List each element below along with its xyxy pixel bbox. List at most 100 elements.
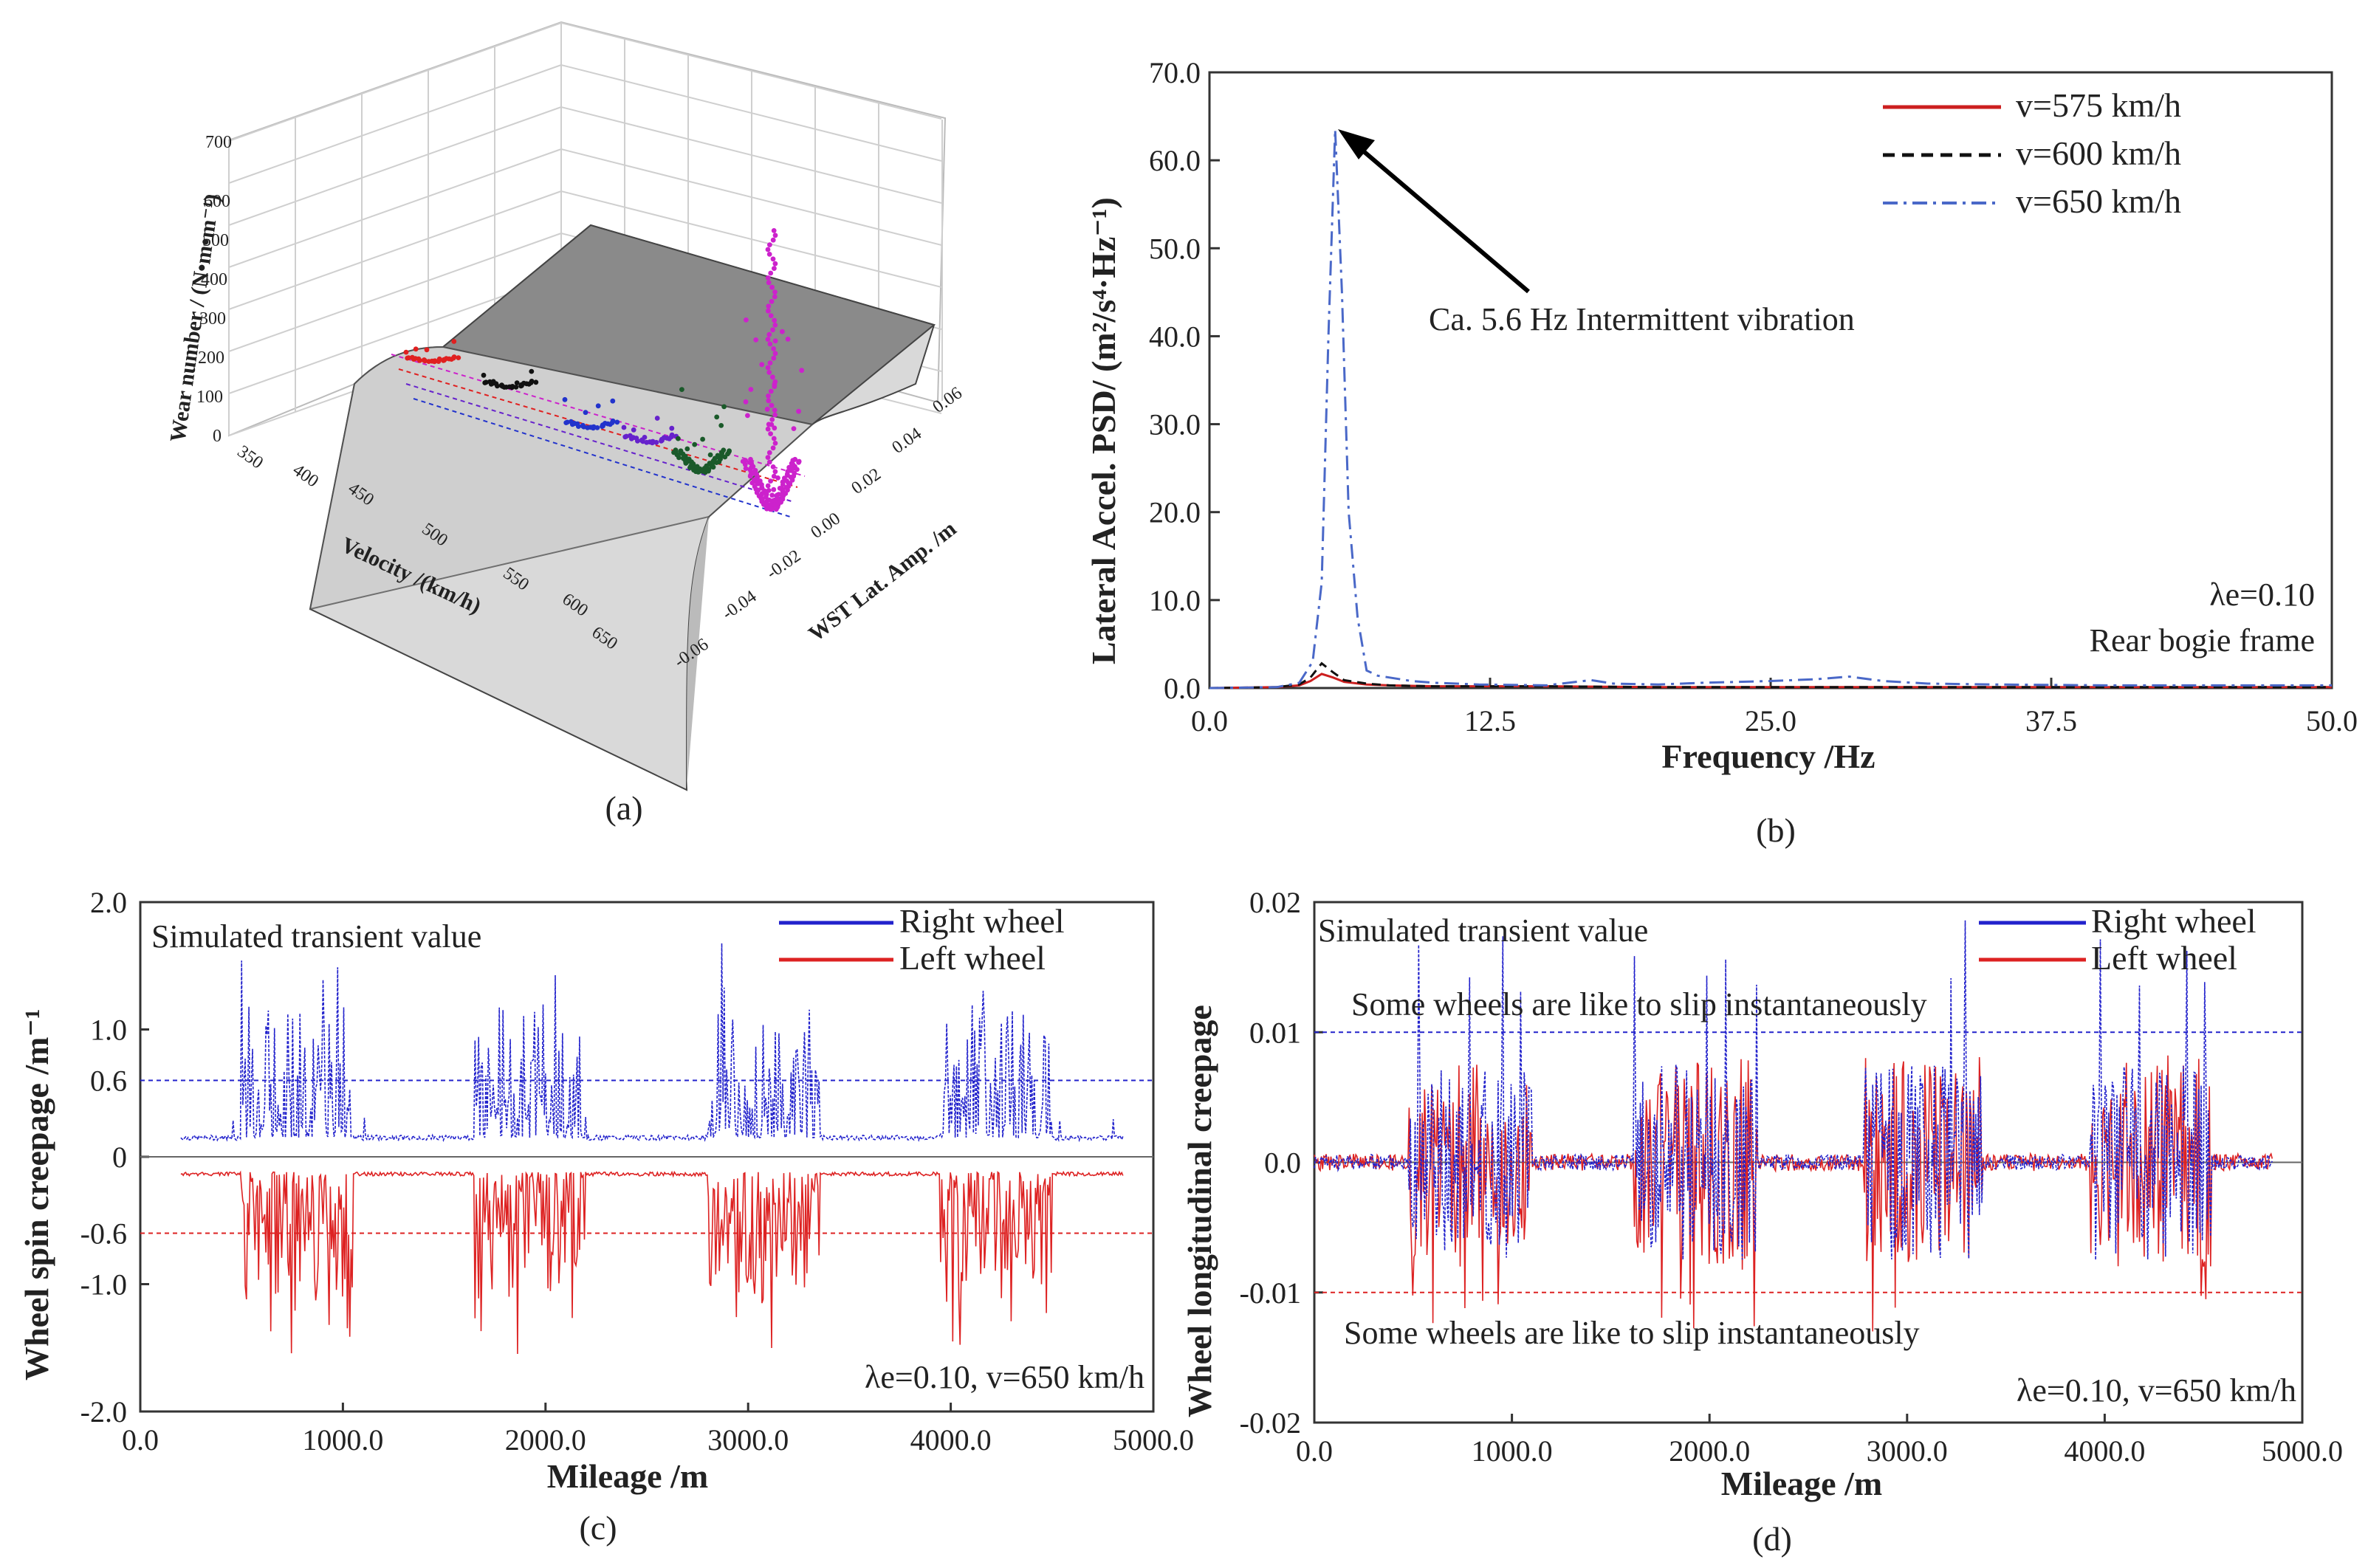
x-tick-label: 3000.0 — [1867, 1434, 1948, 1468]
x-tick-label: 0.0 — [122, 1423, 159, 1457]
scatter-point — [585, 425, 590, 430]
y-tick: 0.04 — [889, 424, 925, 458]
scatter-point — [766, 309, 771, 314]
legend-label: Right wheel — [899, 902, 1065, 940]
scatter-point — [772, 318, 777, 323]
scatter-point — [771, 487, 776, 492]
y-tick-label: 70.0 — [1149, 56, 1201, 89]
scatter-point — [771, 256, 776, 261]
scatter-point — [622, 425, 627, 430]
slip-note-bottom: Some wheels are like to slip instantaneo… — [1344, 1315, 1920, 1351]
scatter-point — [766, 488, 772, 493]
scatter-point — [772, 436, 777, 441]
scatter-point — [721, 447, 726, 453]
caption-d: (d) — [1752, 1520, 1792, 1558]
scatter-point — [768, 271, 773, 276]
x-tick-label: 0.0 — [1191, 704, 1228, 737]
scatter-point — [495, 384, 500, 389]
scatter-point — [411, 357, 416, 362]
scatter-point — [767, 252, 772, 257]
scatter-point — [792, 426, 797, 431]
scatter-point — [776, 492, 781, 497]
scatter-point — [644, 440, 649, 445]
scatter-point — [642, 435, 648, 440]
scatter-point — [799, 368, 804, 373]
scatter-point — [529, 379, 535, 384]
scatter-point — [766, 332, 772, 337]
scatter-point — [765, 407, 770, 412]
scatter-point — [456, 355, 461, 360]
scatter-point — [773, 351, 778, 356]
scatter-point — [792, 457, 797, 462]
scatter-point — [482, 380, 487, 385]
scatter-point — [622, 434, 628, 439]
scatter-point — [433, 358, 438, 363]
scatter-point — [676, 455, 682, 461]
scatter-point — [766, 393, 771, 399]
x-tick-label: 0.0 — [1296, 1434, 1333, 1468]
scatter-point — [766, 303, 771, 309]
y-tick-label: 0 — [112, 1141, 127, 1174]
x-tick-label: 25.0 — [1745, 704, 1796, 737]
scatter-point — [772, 502, 778, 507]
scatter-point — [771, 356, 776, 361]
caption-c: (c) — [579, 1509, 617, 1547]
scatter-point — [708, 453, 713, 458]
scatter-point — [773, 233, 778, 238]
scatter-point — [669, 426, 674, 431]
caption-a: (a) — [605, 789, 642, 827]
scatter-point — [563, 420, 569, 425]
scatter-point — [744, 399, 749, 405]
x-tick-label: 2000.0 — [505, 1423, 586, 1457]
z-tick: 700 — [205, 133, 232, 152]
scatter-point — [772, 266, 777, 271]
x-axis-label: Frequency /Hz — [1661, 737, 1875, 775]
x-tick-label: 3000.0 — [707, 1423, 789, 1457]
y-axis-label: Lateral Accel. PSD/ (m²/s⁴·Hz⁻¹) — [1085, 197, 1122, 664]
annotation-text: Ca. 5.6 Hz Intermittent vibration — [1429, 301, 1855, 337]
scatter-point — [684, 461, 689, 466]
scatter-point — [529, 369, 534, 374]
scatter-point — [651, 439, 656, 444]
scatter-point — [576, 424, 581, 429]
scatter-point — [759, 362, 764, 367]
y-tick-label: 1.0 — [90, 1014, 127, 1047]
scatter-point — [611, 419, 616, 424]
scatter-point — [769, 389, 774, 394]
panel-a-3d-plot: 0 100 200 300 400 500 600 700 Wear numbe… — [165, 22, 966, 827]
scatter-point — [769, 507, 775, 512]
scatter-point — [481, 373, 487, 378]
panel-b-psd: 0.0 12.5 25.0 37.5 50.00.010.020.030.040.050… — [1085, 56, 2358, 849]
scatter-point — [405, 356, 410, 361]
scatter-point — [766, 422, 772, 427]
y-tick-label: 30.0 — [1149, 408, 1201, 441]
x-tick-label: 5000.0 — [2262, 1434, 2343, 1468]
scatter-point — [768, 360, 773, 365]
scatter-point — [766, 365, 771, 371]
scatter-point — [772, 498, 778, 503]
scatter-point — [670, 433, 675, 438]
z-tick: 0 — [213, 427, 222, 446]
legend-label: v=650 km/h — [2016, 182, 2181, 220]
y-tick: -0.02 — [763, 546, 805, 583]
panel-c-spin-creepage: 0.0 1000.0 2000.0 3000.0 4000.0 5000.0 -2.0 -1.… — [18, 886, 1194, 1547]
scatter-point — [767, 460, 772, 465]
scatter-point — [452, 354, 457, 360]
scatter-point — [603, 421, 608, 426]
scatter-point — [426, 359, 431, 364]
y-tick-label: -1.0 — [80, 1268, 127, 1301]
y-tick-label: -2.0 — [80, 1395, 127, 1428]
x-axis-label: Mileage /m — [1721, 1465, 1882, 1502]
y-axis-label: Wheel spin creepage /m⁻¹ — [18, 1008, 55, 1380]
scatter-point — [769, 313, 774, 318]
scatter-point — [437, 357, 442, 362]
scatter-point — [772, 425, 777, 430]
scatter-point — [772, 408, 778, 413]
scatter-point — [772, 295, 778, 300]
scatter-point — [502, 385, 507, 390]
scatter-point — [772, 228, 777, 233]
scatter-point — [771, 346, 776, 351]
scatter-point — [753, 337, 758, 343]
legend-label: v=600 km/h — [2016, 134, 2181, 172]
scatter-point — [684, 447, 690, 452]
